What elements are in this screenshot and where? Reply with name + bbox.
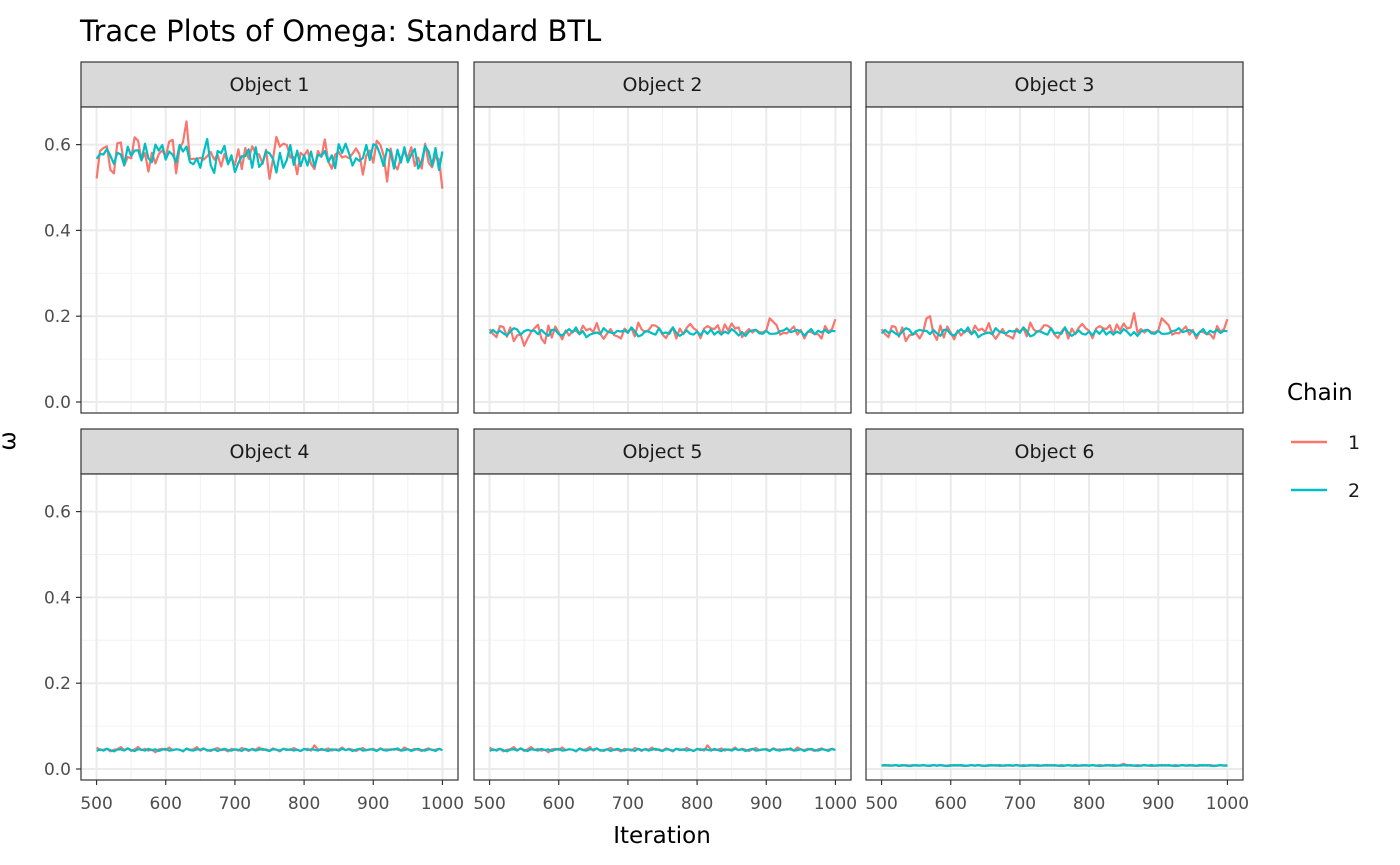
facet-strip-label: Object 1 (229, 74, 309, 96)
x-tick-label: 500 (473, 794, 505, 814)
y-tick-label: 0.2 (44, 674, 71, 694)
facet-strip (80, 61, 459, 108)
series-line-chain-2 (880, 326, 1228, 339)
x-tick-label: 700 (219, 794, 251, 814)
x-tick-label: 700 (1004, 794, 1036, 814)
facet-panel: Object 4 0.0 0.2 0.4 0.6 500 600 700 800 900 1000 (44, 428, 464, 814)
x-tick-label: 1000 (1206, 794, 1249, 814)
x-tick-label: 600 (543, 794, 575, 814)
y-tick-label: 0.0 (44, 760, 71, 780)
y-tick-label: 0.0 (44, 393, 71, 413)
series-line-chain-2 (96, 747, 443, 753)
series-line-chain-2 (488, 326, 836, 339)
y-tick-label: 0.2 (44, 307, 71, 327)
series-line-chain-1 (488, 317, 837, 347)
facet-panel: Object 5 500 600 700 800 900 1000 (473, 428, 857, 814)
x-tick-label: 800 (1073, 794, 1105, 814)
facet-strip-label: Object 2 (622, 74, 702, 96)
x-tick-label: 1000 (421, 794, 464, 814)
y-tick-label: 0.4 (44, 221, 71, 241)
x-tick-label: 900 (357, 794, 389, 814)
x-axis-title: Iteration (613, 823, 711, 849)
facet-strip (80, 428, 459, 475)
legend: Chain 1 2 (1287, 380, 1360, 502)
facet-panel: Object 6 500 600 700 800 900 1000 (865, 428, 1249, 814)
x-tick-label: 800 (288, 794, 320, 814)
series-line-chain-2 (881, 763, 1228, 768)
x-tick-label: 900 (1142, 794, 1174, 814)
series-line-chain-2 (489, 747, 836, 753)
facet-strip-label: Object 3 (1014, 74, 1094, 96)
facet-panel: Object 1 0.0 0.2 0.4 0.6 (44, 61, 459, 414)
y-tick-label: 0.6 (44, 136, 71, 156)
panel-border (473, 473, 852, 781)
y-axis-title: ω (0, 431, 21, 450)
x-tick-label: 600 (935, 794, 967, 814)
x-tick-label: 500 (865, 794, 897, 814)
facet-panels: Object 1 0.0 0.2 0.4 0.6 Object 2 Object 3 Obje… (44, 61, 1249, 814)
facet-strip (473, 428, 852, 475)
panel-border (473, 106, 852, 414)
x-tick-label: 800 (681, 794, 713, 814)
facet-strip-label: Object 5 (622, 441, 702, 463)
x-tick-label: 500 (80, 794, 112, 814)
panel-border (80, 106, 459, 414)
facet-panel: Object 3 (865, 61, 1244, 414)
legend-title: Chain (1287, 380, 1353, 406)
x-tick-label: 600 (150, 794, 182, 814)
chart-title: Trace Plots of Omega: Standard BTL (79, 14, 601, 48)
legend-label-chain-2: 2 (1348, 480, 1360, 502)
x-tick-label: 1000 (814, 794, 857, 814)
x-tick-label: 900 (750, 794, 782, 814)
series-line-chain-2 (95, 137, 444, 174)
panel-border (865, 106, 1244, 414)
panel-border (80, 473, 459, 781)
x-tick-label: 700 (612, 794, 644, 814)
facet-strip-label: Object 6 (1014, 441, 1094, 463)
panel-border (865, 473, 1244, 781)
facet-strip (865, 428, 1244, 475)
y-tick-label: 0.6 (44, 503, 71, 523)
facet-panel: Object 2 (473, 61, 852, 414)
facet-strip (865, 61, 1244, 108)
facet-strip-label: Object 4 (229, 441, 309, 463)
series-line-chain-1 (880, 312, 1229, 343)
facet-strip (473, 61, 852, 108)
legend-label-chain-1: 1 (1348, 432, 1360, 454)
y-tick-label: 0.4 (44, 588, 71, 608)
